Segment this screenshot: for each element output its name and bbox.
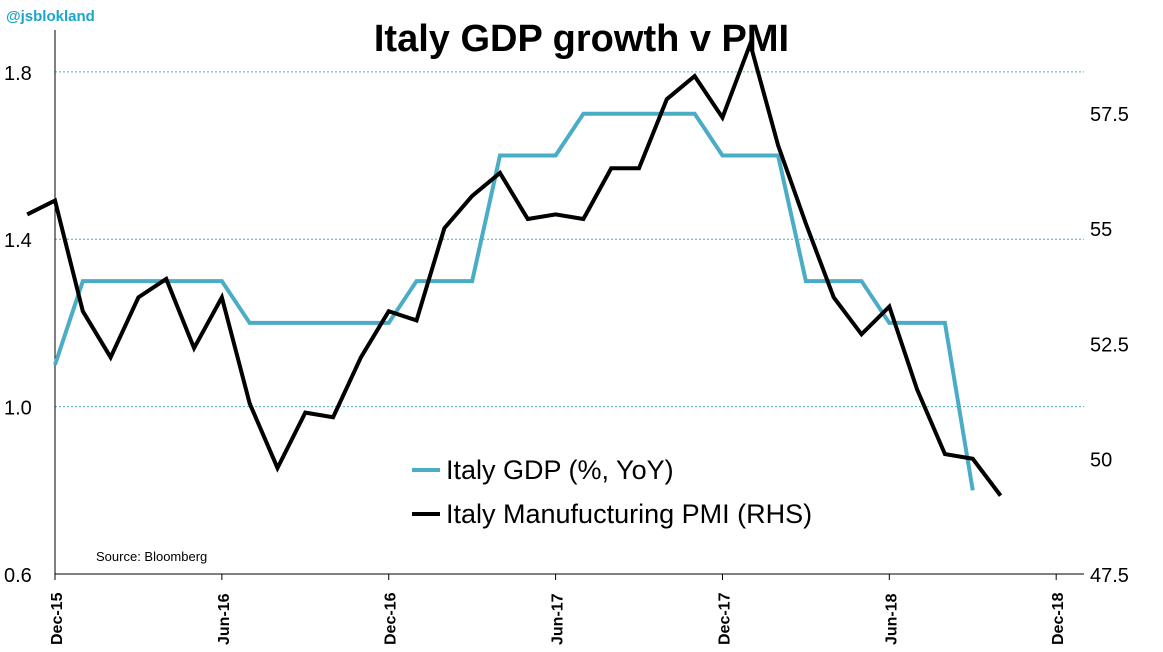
series-line-pmi — [26, 37, 1003, 497]
chart-legend: Italy GDP (%, YoY) Italy Manufucturing P… — [412, 448, 812, 536]
x-tick-label-Dec-16: Dec-16 — [383, 592, 400, 645]
legend-entry-pmi: Italy Manufucturing PMI (RHS) — [412, 492, 812, 536]
x-tick-label-Jun-16: Jun-16 — [216, 593, 233, 645]
legend-entry-gdp: Italy GDP (%, YoY) — [412, 448, 812, 492]
series-line-gdp — [53, 111, 975, 491]
author-handle: @jsblokland — [6, 8, 95, 25]
y-left-tick-1.0: 1.0 — [4, 398, 32, 420]
legend-label-gdp: Italy GDP (%, YoY) — [446, 454, 674, 485]
legend-label-pmi: Italy Manufucturing PMI (RHS) — [446, 498, 813, 529]
y-left-tick-1.4: 1.4 — [4, 230, 32, 252]
y-right-tick-52.5: 52.5 — [1090, 334, 1129, 356]
x-tick-label-Jun-17: Jun-17 — [550, 593, 567, 645]
chart-title: Italy GDP growth v PMI — [373, 18, 790, 60]
y-right-tick-50: 50 — [1090, 450, 1112, 472]
source-note: Source: Bloomberg — [96, 549, 208, 564]
y-right-tick-55: 55 — [1090, 219, 1112, 241]
x-tick-label-Dec-15: Dec-15 — [49, 592, 66, 645]
x-tick-label-Dec-18: Dec-18 — [1050, 592, 1067, 645]
y-right-tick-57.5: 57.5 — [1090, 104, 1129, 126]
legend-swatch-pmi — [412, 512, 440, 516]
x-tick-label-Dec-17: Dec-17 — [716, 592, 733, 645]
y-left-tick-0.6: 0.6 — [4, 565, 32, 587]
y-left-tick-1.8: 1.8 — [4, 63, 32, 85]
y-right-tick-47.5: 47.5 — [1090, 565, 1129, 587]
x-tick-label-Jun-18: Jun-18 — [883, 593, 900, 645]
legend-swatch-gdp — [412, 468, 440, 472]
